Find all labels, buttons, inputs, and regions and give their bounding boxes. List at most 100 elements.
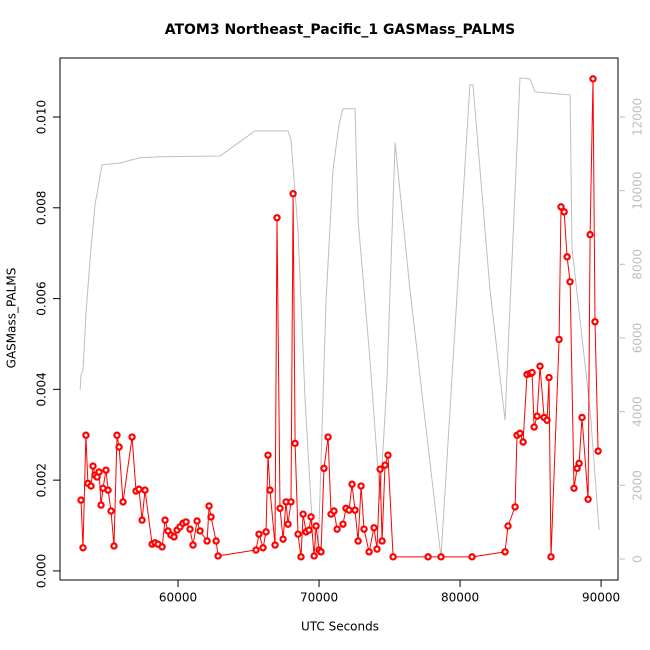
y2-tick-label: 12000: [631, 98, 645, 136]
data-point: [289, 190, 297, 198]
data-point: [193, 517, 201, 525]
data-point: [89, 462, 97, 470]
data-point: [264, 451, 272, 459]
data-point: [252, 546, 260, 554]
data-point: [107, 507, 115, 515]
y2-tick-label: 6000: [631, 323, 645, 354]
y2-tick-label: 10000: [631, 172, 645, 210]
y-tick-label: 0.000: [35, 554, 49, 588]
data-point: [161, 516, 169, 524]
data-point: [170, 533, 178, 541]
x-axis-label: UTC Seconds: [301, 620, 379, 634]
data-point: [354, 537, 362, 545]
data-point: [158, 543, 166, 551]
data-point: [381, 461, 389, 469]
data-point: [333, 525, 341, 533]
data-point: [279, 535, 287, 543]
data-point: [110, 542, 118, 550]
chart-title: ATOM3 Northeast_Pacific_1 GASMass_PALMS: [165, 22, 516, 38]
data-point: [203, 537, 211, 545]
data-point: [373, 545, 381, 553]
data-point: [104, 486, 112, 494]
data-point: [141, 486, 149, 494]
data-point: [207, 513, 215, 521]
data-point: [570, 484, 578, 493]
data-point: [276, 504, 284, 512]
data-point: [186, 525, 194, 533]
data-point: [339, 520, 347, 528]
data-point: [95, 468, 103, 476]
data-point: [584, 495, 592, 503]
data-point: [297, 553, 305, 561]
y-tick-label: 0.008: [35, 191, 49, 225]
data-point: [317, 548, 325, 556]
data-point: [119, 498, 127, 506]
y-tick-label: 0.004: [35, 372, 49, 406]
x-tick-label: 60000: [159, 591, 197, 605]
data-point: [182, 518, 190, 526]
data-point: [79, 544, 87, 552]
data-point: [330, 507, 338, 515]
data-point: [589, 75, 597, 83]
data-point: [115, 443, 123, 451]
data-point: [360, 525, 368, 533]
data-point: [586, 230, 594, 239]
data-point: [516, 429, 524, 438]
data-point: [365, 548, 373, 556]
data-point: [291, 439, 299, 448]
data-point: [370, 524, 378, 532]
data-point: [348, 480, 356, 488]
data-point: [287, 498, 295, 506]
y-tick-label: 0.006: [35, 281, 49, 315]
data-point: [357, 482, 365, 490]
data-point: [563, 253, 571, 261]
data-point: [214, 552, 222, 560]
data-point: [389, 553, 397, 561]
y2-tick-label: 8000: [631, 249, 645, 280]
data-point: [271, 541, 279, 549]
data-point: [255, 530, 263, 538]
data-point: [196, 527, 204, 535]
data-point: [378, 537, 386, 545]
data-point: [87, 482, 95, 490]
y2-tick-label: 0: [631, 555, 645, 563]
data-point: [351, 506, 359, 514]
x-tick-label: 90000: [582, 591, 620, 605]
data-point: [557, 203, 565, 211]
data-point: [294, 530, 302, 538]
data-point: [560, 208, 568, 216]
data-point: [307, 513, 315, 521]
data-point: [528, 368, 536, 377]
data-point: [262, 528, 270, 536]
data-point: [273, 214, 281, 222]
data-point: [320, 464, 328, 473]
data-point: [135, 485, 143, 493]
data-point: [578, 413, 586, 422]
data-point: [128, 433, 136, 441]
data-point: [547, 553, 555, 561]
data-point: [384, 451, 392, 459]
data-point: [530, 423, 538, 431]
y-tick-label: 0.010: [35, 100, 49, 134]
y2-tick-label: 2000: [631, 470, 645, 501]
data-point: [545, 373, 553, 382]
data-point: [305, 526, 313, 534]
data-point: [299, 510, 307, 518]
data-point: [324, 433, 332, 441]
data-point: [205, 502, 213, 510]
data-point: [376, 465, 384, 473]
data-point: [113, 431, 121, 439]
data-point: [504, 522, 512, 530]
data-point: [536, 362, 544, 370]
data-point: [97, 501, 105, 509]
data-point: [437, 553, 445, 561]
data-point: [594, 447, 602, 455]
data-point: [310, 552, 318, 560]
x-tick-label: 80000: [441, 591, 479, 605]
data-point: [566, 278, 574, 286]
data-point: [102, 466, 110, 474]
data-point: [543, 416, 551, 424]
data-point: [77, 496, 85, 504]
data-point: [533, 412, 541, 420]
